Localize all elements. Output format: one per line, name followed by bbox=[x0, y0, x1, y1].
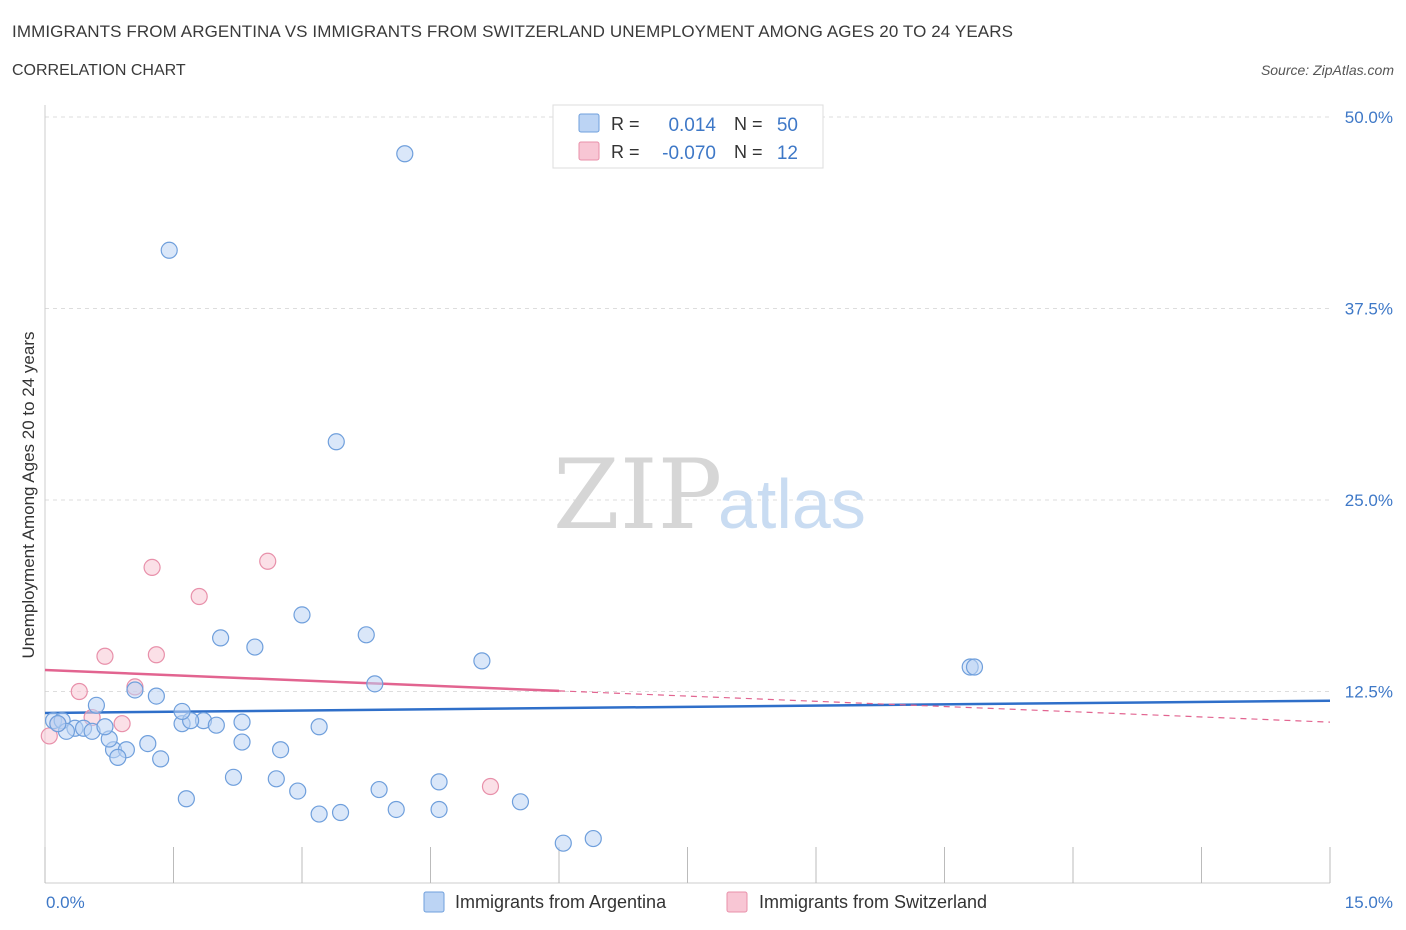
point-argentina bbox=[177, 790, 195, 808]
legend: Immigrants from Argentina Immigrants fro… bbox=[423, 891, 987, 913]
data-points bbox=[40, 145, 984, 852]
chart-subtitle: CORRELATION CHART bbox=[12, 62, 186, 79]
point-argentina bbox=[293, 606, 311, 624]
stats-r-value-argentina: 0.014 bbox=[668, 115, 716, 136]
point-argentina bbox=[554, 834, 572, 852]
y-tick-label: 37.5% bbox=[1345, 300, 1393, 319]
x-tick-label-min: 0.0% bbox=[46, 893, 85, 912]
point-argentina bbox=[357, 626, 375, 644]
point-switzerland bbox=[481, 777, 500, 796]
point-argentina bbox=[965, 658, 984, 676]
chart-source: Source: ZipAtlas.com bbox=[1260, 62, 1394, 78]
point-argentina bbox=[327, 433, 345, 451]
point-argentina bbox=[160, 241, 178, 259]
watermark-zip: ZIP bbox=[553, 439, 722, 551]
grid-lines bbox=[45, 116, 1330, 692]
watermark-atlas: atlas bbox=[718, 465, 866, 543]
chart-title: IMMIGRANTS FROM ARGENTINA VS IMMIGRANTS … bbox=[12, 22, 1014, 41]
stats-swatch-argentina bbox=[578, 113, 600, 133]
point-argentina bbox=[212, 629, 230, 647]
point-argentina bbox=[387, 800, 405, 819]
point-argentina bbox=[233, 733, 251, 751]
x-tick-label-max: 15.0% bbox=[1345, 893, 1393, 912]
point-argentina bbox=[147, 687, 165, 705]
point-argentina bbox=[87, 696, 106, 714]
legend-swatch-argentina bbox=[423, 891, 445, 913]
point-switzerland bbox=[190, 587, 208, 606]
point-argentina bbox=[96, 718, 114, 736]
point-argentina bbox=[207, 716, 225, 734]
point-argentina bbox=[430, 773, 448, 791]
watermark: ZIP atlas bbox=[553, 439, 866, 551]
y-tick-label: 50.0% bbox=[1345, 108, 1393, 127]
point-argentina bbox=[109, 748, 127, 766]
y-axis-title: Unemployment Among Ages 20 to 24 years bbox=[19, 332, 38, 659]
stats-box: R = 0.014 N = 50 R = -0.070 N = 12 bbox=[552, 104, 824, 169]
legend-label-switzerland: Immigrants from Switzerland bbox=[759, 892, 987, 912]
stats-r-value-switzerland: -0.070 bbox=[662, 143, 716, 164]
point-argentina bbox=[233, 713, 251, 731]
point-argentina bbox=[331, 803, 350, 822]
point-switzerland bbox=[96, 647, 114, 665]
stats-n-label-argentina: N = bbox=[734, 114, 763, 134]
point-argentina bbox=[126, 681, 144, 699]
stats-r-label-switzerland: R = bbox=[611, 142, 640, 162]
point-argentina bbox=[267, 770, 285, 788]
point-argentina bbox=[289, 782, 307, 800]
y-tick-label: 25.0% bbox=[1345, 491, 1393, 510]
stats-r-label-argentina: R = bbox=[611, 114, 640, 134]
point-argentina bbox=[473, 652, 491, 670]
trend-line-switzerland bbox=[44, 668, 560, 693]
legend-swatch-switzerland bbox=[726, 891, 748, 913]
trend-line-switzerland-extrapolated bbox=[558, 690, 1331, 723]
point-argentina bbox=[366, 675, 384, 693]
point-argentina bbox=[310, 718, 328, 736]
point-argentina bbox=[49, 715, 67, 733]
trend-line-argentina bbox=[44, 699, 1331, 715]
point-argentina bbox=[396, 145, 414, 163]
point-argentina bbox=[370, 780, 388, 799]
stats-n-value-argentina: 50 bbox=[777, 115, 798, 136]
stats-n-value-switzerland: 12 bbox=[777, 143, 798, 164]
point-switzerland bbox=[143, 558, 161, 577]
point-argentina bbox=[139, 734, 157, 753]
stats-swatch-switzerland bbox=[578, 141, 600, 161]
stats-n-label-switzerland: N = bbox=[734, 142, 763, 162]
point-argentina bbox=[224, 768, 243, 786]
point-switzerland bbox=[113, 715, 131, 733]
y-tick-label: 12.5% bbox=[1345, 683, 1393, 702]
point-argentina bbox=[152, 750, 170, 768]
point-switzerland bbox=[147, 646, 165, 664]
point-argentina bbox=[430, 800, 448, 819]
point-switzerland bbox=[259, 552, 277, 570]
point-argentina bbox=[584, 829, 602, 848]
axes bbox=[44, 105, 1331, 884]
tick-labels: 12.5% 25.0% 37.5% 50.0% 0.0% 15.0% bbox=[46, 108, 1393, 912]
trend-lines bbox=[44, 668, 1331, 723]
point-argentina bbox=[173, 702, 191, 721]
point-switzerland bbox=[70, 682, 88, 701]
point-argentina bbox=[511, 793, 530, 811]
point-argentina bbox=[310, 805, 328, 823]
point-argentina bbox=[246, 638, 264, 656]
legend-label-argentina: Immigrants from Argentina bbox=[455, 892, 667, 912]
point-argentina bbox=[271, 741, 290, 759]
